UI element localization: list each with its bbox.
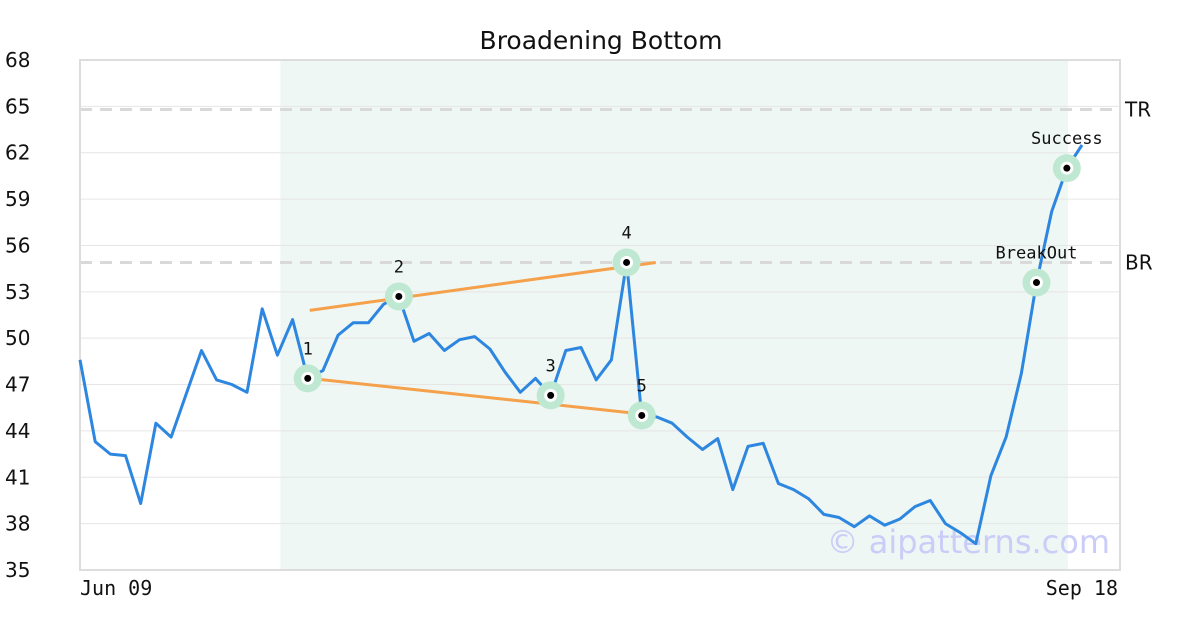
- pivot-label: 4: [621, 223, 631, 243]
- y-tick-label: 56: [5, 233, 30, 257]
- watermark: © aipatterns.com: [827, 523, 1110, 561]
- y-tick-label: 41: [5, 465, 30, 489]
- pivot-marker-dot: [623, 258, 631, 266]
- level-label-br: BR: [1125, 250, 1153, 274]
- y-tick-label: 35: [5, 558, 30, 582]
- pattern-region: [280, 60, 1068, 570]
- y-tick-label: 38: [5, 512, 30, 536]
- chart-title: Broadening Bottom: [480, 26, 723, 55]
- y-tick-label: 62: [5, 141, 30, 165]
- pivot-marker-dot: [1032, 279, 1040, 287]
- price-line: [78, 144, 1084, 546]
- x-tick-label: Jun 09: [80, 576, 152, 600]
- pivot-marker-dot: [1063, 164, 1071, 172]
- pivot-label: 5: [637, 376, 647, 396]
- y-tick-label: 65: [5, 94, 30, 118]
- trendline: [309, 260, 656, 312]
- y-tick-label: 53: [5, 280, 30, 304]
- plot-border: [79, 59, 1121, 571]
- pivot-label: 3: [546, 356, 556, 376]
- trendline: [309, 376, 656, 417]
- y-tick-label: 68: [5, 48, 30, 72]
- y-tick-label: 44: [5, 419, 30, 443]
- pivot-label: 1: [303, 339, 313, 359]
- pivot-marker-dot: [547, 391, 555, 399]
- pivot-label: 2: [394, 257, 404, 277]
- pivot-label: BreakOut: [996, 244, 1078, 264]
- level-label-tr: TR: [1124, 97, 1151, 121]
- pivot-marker-dot: [395, 292, 403, 300]
- pivot-marker-dot: [638, 411, 646, 419]
- pivot-marker-dot: [304, 374, 312, 382]
- x-tick-label: Sep 18: [1046, 576, 1118, 600]
- pivot-label: Success: [1031, 129, 1103, 149]
- y-tick-label: 59: [5, 187, 30, 211]
- y-tick-label: 47: [5, 373, 30, 397]
- y-tick-label: 50: [5, 326, 30, 350]
